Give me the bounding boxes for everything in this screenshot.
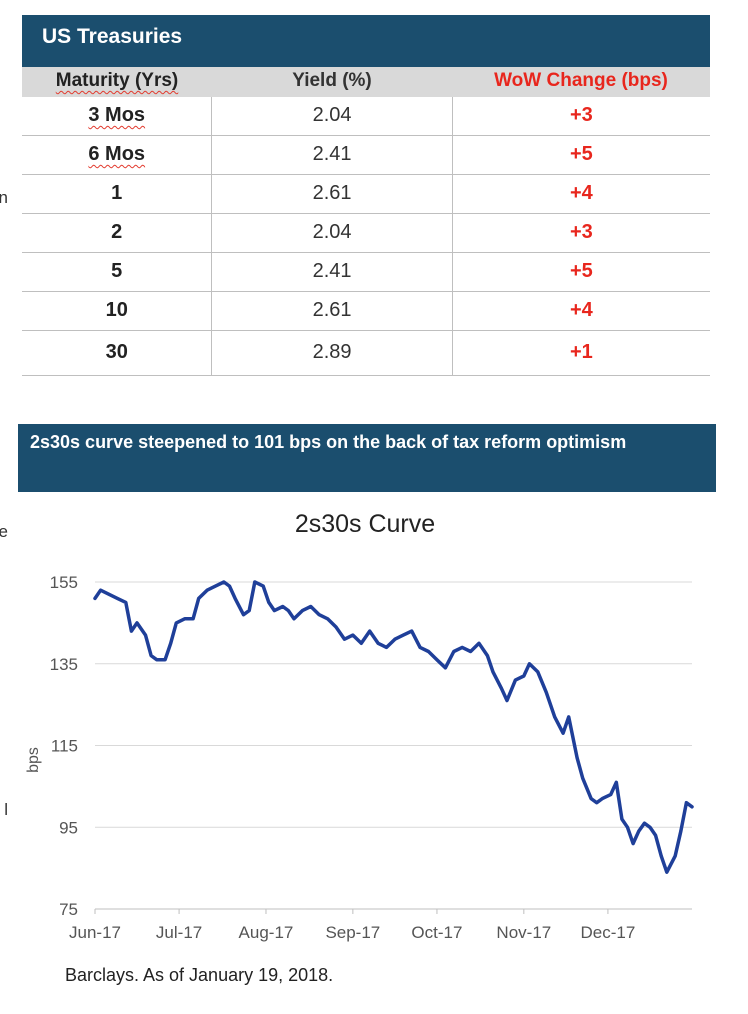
y-tick-label: 75 <box>59 900 78 919</box>
x-tick-labels: Jun-17 Jul-17 Aug-17 Sep-17 Oct-17 Nov-17 Dec-… <box>69 909 635 942</box>
change-cell: +4 <box>451 175 710 213</box>
y-tick-labels: 75 95 115 135 155 <box>50 573 78 919</box>
chart-header-banner: 2s30s curve steepened to 101 bps on the … <box>18 424 716 492</box>
table-row: 3 Mos 2.04 +3 <box>22 97 710 136</box>
x-tick-label: Jun-17 <box>69 923 121 942</box>
yield-cell: 2.41 <box>211 136 451 174</box>
header-maturity: Maturity (Yrs) <box>55 70 179 91</box>
maturity-cell: 30 <box>105 341 128 363</box>
yield-cell: 2.61 <box>211 175 451 213</box>
header-yield: Yield (%) <box>292 70 372 91</box>
source-note: Barclays. As of January 19, 2018. <box>65 965 334 985</box>
table-header-row: Maturity (Yrs) Yield (%) WoW Change (bps… <box>22 67 710 97</box>
change-cell: +5 <box>451 136 710 174</box>
series-line-2s30s <box>93 580 694 874</box>
maturity-cell: 1 <box>111 182 123 204</box>
treasuries-table: US Treasuries Maturity (Yrs) Yield (%) W… <box>22 15 710 376</box>
maturity-cell: 6 Mos <box>88 143 146 165</box>
curve-chart: 2s30s Curve bps 75 95 115 135 155 Jun-17 Jul-… <box>25 510 694 942</box>
table-row: 10 2.61 +4 <box>22 292 710 331</box>
x-tick-label: Nov-17 <box>496 923 551 942</box>
maturity-cell: 10 <box>105 299 128 321</box>
table-row: 2 2.04 +3 <box>22 214 710 253</box>
y-tick-label: 115 <box>51 737 78 756</box>
table-row: 6 Mos 2.41 +5 <box>22 136 710 175</box>
change-cell: +3 <box>451 214 710 252</box>
yield-cell: 2.89 <box>211 331 451 375</box>
gridlines <box>95 581 692 828</box>
table-row: 30 2.89 +1 <box>22 331 710 376</box>
x-tick-label: Sep-17 <box>325 923 380 942</box>
table-row: 5 2.41 +5 <box>22 253 710 292</box>
header-change: WoW Change (bps) <box>494 70 668 91</box>
x-tick-label: Oct-17 <box>411 923 462 942</box>
maturity-cell: 5 <box>111 260 123 282</box>
x-tick-label: Jul-17 <box>156 923 202 942</box>
change-cell: +4 <box>451 292 710 330</box>
change-cell: +5 <box>451 253 710 291</box>
yield-cell: 2.04 <box>211 97 451 135</box>
table-title: US Treasuries <box>22 15 710 67</box>
yield-cell: 2.04 <box>211 214 451 252</box>
change-cell: +3 <box>451 97 710 135</box>
edge-fragment-2: e <box>0 522 8 541</box>
table-row: 1 2.61 +4 <box>22 175 710 214</box>
yield-cell: 2.41 <box>211 253 451 291</box>
y-tick-label: 135 <box>50 655 78 674</box>
y-tick-label: 155 <box>50 573 78 592</box>
y-axis-label: bps <box>25 747 42 773</box>
x-tick-label: Aug-17 <box>239 923 294 942</box>
edge-fragment-3: l <box>4 800 8 819</box>
chart-title: 2s30s Curve <box>295 510 435 538</box>
x-tick-label: Dec-17 <box>581 923 636 942</box>
change-cell: +1 <box>451 331 710 375</box>
yield-cell: 2.61 <box>211 292 451 330</box>
maturity-cell: 2 <box>111 221 123 243</box>
maturity-cell: 3 Mos <box>88 104 146 126</box>
y-tick-label: 95 <box>59 818 78 837</box>
edge-fragment-1: n <box>0 188 8 207</box>
